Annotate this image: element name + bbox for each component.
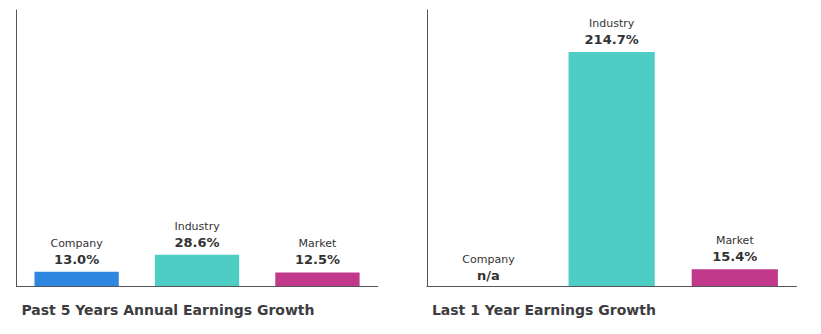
svg-text:12.5%: 12.5% <box>295 252 340 267</box>
svg-text:13.0%: 13.0% <box>54 252 99 267</box>
svg-text:Market: Market <box>299 237 337 250</box>
svg-text:Market: Market <box>716 234 754 247</box>
svg-text:Industry: Industry <box>589 17 635 30</box>
svg-text:Past 5 Years Annual Earnings G: Past 5 Years Annual Earnings Growth <box>21 302 314 318</box>
svg-text:Industry: Industry <box>174 220 220 233</box>
svg-text:15.4%: 15.4% <box>712 249 757 264</box>
svg-text:214.7%: 214.7% <box>585 32 639 47</box>
svg-text:Company: Company <box>462 253 515 266</box>
svg-text:n/a: n/a <box>477 268 500 283</box>
svg-text:28.6%: 28.6% <box>174 235 219 250</box>
svg-text:Company: Company <box>50 237 103 250</box>
svg-text:Last 1 Year Earnings Growth: Last 1 Year Earnings Growth <box>432 302 656 318</box>
